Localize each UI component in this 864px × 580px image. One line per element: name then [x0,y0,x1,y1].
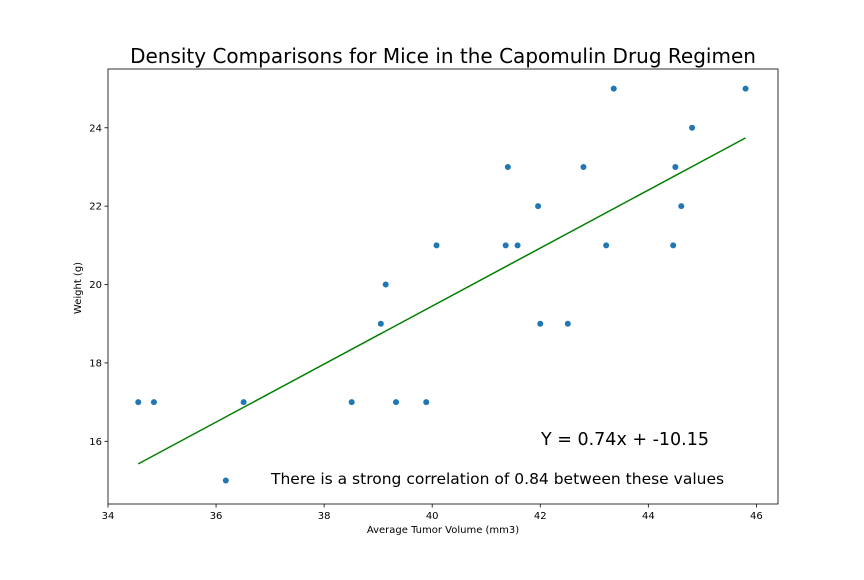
data-point [382,281,389,288]
data-point [135,399,142,406]
data-point [504,163,511,170]
x-axis-label: Average Tumor Volume (mm3) [367,525,519,536]
correlation-note: There is a strong correlation of 0.84 be… [270,470,724,488]
data-point [689,124,696,131]
x-tick-label: 46 [750,511,763,522]
plot-frame [107,68,779,505]
regression-line [137,137,746,465]
axes-layer: 34 36 38 40 42 44 46 16 18 20 22 24 [89,68,779,522]
data-point [537,320,544,327]
data-point [514,242,521,249]
data-point [670,242,677,249]
data-point [672,163,679,170]
y-tick-label: 22 [89,202,102,213]
y-tick-label: 20 [89,280,102,291]
data-point [377,320,384,327]
data-point [564,320,571,327]
data-point [603,242,610,249]
x-tick-label: 38 [318,511,331,522]
data-point [610,85,617,92]
annotation-layer: Y = 0.74x + -10.15 There is a strong cor… [270,430,724,488]
y-axis-label: Weight (g) [73,262,84,314]
data-point [678,203,685,210]
data-point [240,399,247,406]
x-tick-label: 42 [534,511,547,522]
data-point [150,399,157,406]
data-point [433,242,440,249]
data-point [348,399,355,406]
points-layer [135,85,749,484]
x-tick-label: 34 [102,511,115,522]
y-tick-label: 18 [89,358,102,369]
data-point [502,242,509,249]
x-tick-label: 40 [426,511,439,522]
data-point [742,85,749,92]
regression-equation: Y = 0.74x + -10.15 [540,430,709,450]
x-tick-label: 44 [642,511,655,522]
regression-layer [137,137,746,465]
data-point [222,477,229,484]
data-point [535,203,542,210]
data-point [580,163,587,170]
chart-title: Density Comparisons for Mice in the Capo… [130,44,756,68]
y-tick-label: 16 [89,437,102,448]
data-point [392,399,399,406]
data-point [423,399,430,406]
y-tick-label: 24 [89,123,102,134]
x-tick-label: 36 [210,511,223,522]
